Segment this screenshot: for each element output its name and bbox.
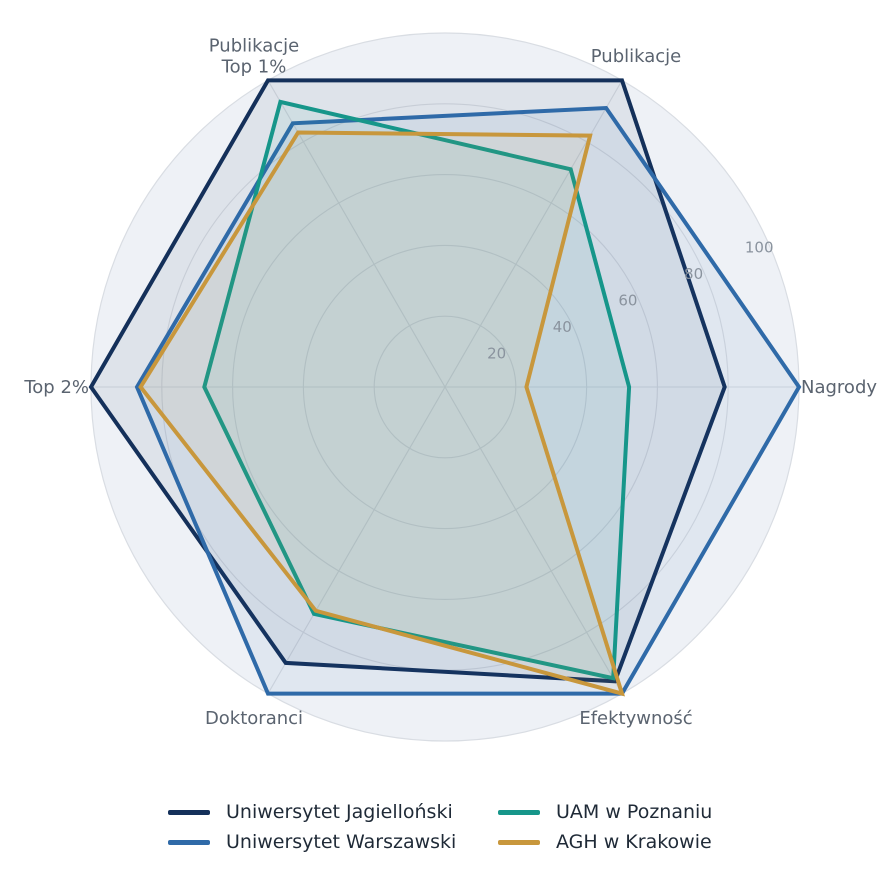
axis-spoke [267, 386, 446, 694]
tick-label: 60 [618, 291, 637, 309]
legend-label: UAM w Poznaniu [556, 801, 713, 823]
legend-item: AGH w Krakowie [498, 830, 748, 854]
tick-label: 80 [684, 265, 703, 283]
tick-label: 20 [487, 344, 506, 362]
radar-series [88, 78, 802, 697]
tick-label: 100 [745, 238, 774, 256]
legend-swatch [168, 839, 210, 845]
legend-label: Uniwersytet Jagielloński [226, 801, 453, 823]
tick-label: 40 [553, 318, 572, 336]
axis-label: Top 2% [23, 377, 89, 398]
legend-item: UAM w Poznaniu [498, 800, 748, 824]
axis-spoke [444, 80, 623, 388]
legend-swatch [168, 809, 210, 815]
axis-label: Nagrody [801, 377, 877, 398]
legend-item: Uniwersytet Jagielloński [168, 800, 498, 824]
series-polygon [138, 130, 625, 697]
axis-label: Doktoranci [205, 708, 303, 729]
legend-item: Uniwersytet Warszawski [168, 830, 498, 854]
axis-label: Efektywność [579, 708, 692, 729]
legend-label: AGH w Krakowie [556, 831, 712, 853]
axis-labels: Nagrody Publikacje Publikacje Top 1% Top 2% D… [23, 36, 877, 729]
legend: Uniwersytet Jagielloński UAM w Poznaniu … [168, 800, 748, 854]
legend-label: Uniwersytet Warszawski [226, 831, 457, 853]
axis-spoke [444, 386, 623, 694]
series-polygon [202, 99, 632, 681]
axis-label: Publikacje Top 1% [209, 36, 299, 78]
axis-label: Publikacje [591, 46, 681, 67]
legend-swatch [498, 809, 540, 815]
legend-swatch [498, 839, 540, 845]
radial-tick-labels: 20 40 60 80 100 [487, 238, 773, 362]
